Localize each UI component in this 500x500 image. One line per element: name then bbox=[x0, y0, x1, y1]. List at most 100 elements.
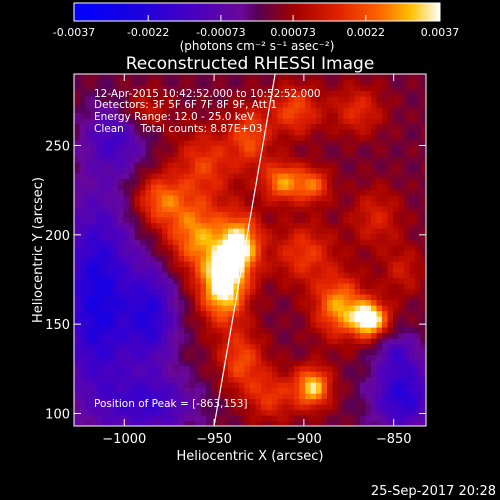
heatmap-cell bbox=[200, 222, 207, 229]
annotation-time-range: 12-Apr-2015 10:42:52.000 to 10:52:52.000 bbox=[94, 88, 321, 100]
heatmap-cell bbox=[162, 338, 169, 345]
heatmap-cell bbox=[283, 404, 290, 411]
heatmap-cell bbox=[211, 112, 218, 119]
heatmap-cell bbox=[420, 101, 426, 108]
heatmap-cell bbox=[217, 156, 224, 163]
heatmap-cell bbox=[239, 118, 246, 125]
heatmap-cell bbox=[129, 112, 136, 119]
heatmap-cell bbox=[79, 288, 86, 295]
heatmap-cell bbox=[360, 222, 367, 229]
heatmap-cell bbox=[409, 145, 416, 152]
heatmap-cell bbox=[134, 96, 141, 103]
heatmap-cell bbox=[305, 244, 312, 251]
heatmap-cell bbox=[387, 321, 394, 328]
heatmap-cell bbox=[343, 101, 350, 108]
heatmap-cell bbox=[338, 404, 345, 411]
heatmap-cell bbox=[371, 167, 378, 174]
heatmap-cell bbox=[79, 206, 86, 213]
heatmap-cell bbox=[140, 250, 147, 257]
heatmap-cell bbox=[90, 79, 97, 86]
heatmap-cell bbox=[145, 288, 152, 295]
heatmap-cell bbox=[327, 233, 334, 240]
heatmap-cell bbox=[266, 211, 273, 218]
heatmap-cell bbox=[255, 162, 262, 169]
heatmap-cell bbox=[305, 316, 312, 323]
heatmap-cell bbox=[167, 283, 174, 290]
heatmap-cell bbox=[332, 360, 339, 367]
heatmap-cell bbox=[151, 272, 158, 279]
heatmap-cell bbox=[123, 305, 130, 312]
heatmap-cell bbox=[288, 327, 295, 334]
heatmap-cell bbox=[343, 272, 350, 279]
heatmap-cell bbox=[321, 118, 328, 125]
heatmap-cell bbox=[145, 360, 152, 367]
heatmap-cell bbox=[74, 129, 81, 136]
heatmap-cell bbox=[294, 85, 301, 92]
heatmap-cell bbox=[96, 387, 103, 394]
heatmap-cell bbox=[250, 404, 257, 411]
heatmap-cell bbox=[151, 261, 158, 268]
heatmap-cell bbox=[371, 151, 378, 158]
heatmap-cell bbox=[222, 371, 229, 378]
heatmap-cell bbox=[283, 409, 290, 416]
heatmap-cell bbox=[162, 272, 169, 279]
heatmap-cell bbox=[178, 167, 185, 174]
heatmap-cell bbox=[294, 349, 301, 356]
heatmap-cell bbox=[343, 184, 350, 191]
heatmap-cell bbox=[365, 327, 372, 334]
heatmap-cell bbox=[156, 123, 163, 130]
heatmap-cell bbox=[338, 365, 345, 372]
heatmap-cell bbox=[343, 332, 350, 339]
heatmap-cell bbox=[338, 277, 345, 284]
heatmap-cell bbox=[239, 415, 246, 422]
heatmap-cell bbox=[123, 129, 130, 136]
heatmap-cell bbox=[101, 349, 108, 356]
heatmap-cell bbox=[360, 206, 367, 213]
heatmap-cell bbox=[354, 305, 361, 312]
heatmap-cell bbox=[118, 360, 125, 367]
heatmap-cell bbox=[140, 129, 147, 136]
heatmap-cell bbox=[310, 294, 317, 301]
heatmap-cell bbox=[244, 321, 251, 328]
heatmap-cell bbox=[189, 349, 196, 356]
heatmap-cell bbox=[255, 261, 262, 268]
heatmap-cell bbox=[354, 140, 361, 147]
heatmap-cell bbox=[244, 156, 251, 163]
heatmap-cell bbox=[255, 415, 262, 422]
heatmap-cell bbox=[327, 261, 334, 268]
heatmap-cell bbox=[360, 118, 367, 125]
heatmap-cell bbox=[294, 299, 301, 306]
heatmap-cell bbox=[239, 266, 246, 273]
heatmap-cell bbox=[200, 365, 207, 372]
heatmap-cell bbox=[222, 299, 229, 306]
heatmap-cell bbox=[404, 129, 411, 136]
heatmap-cell bbox=[74, 167, 81, 174]
heatmap-cell bbox=[173, 85, 180, 92]
heatmap-cell bbox=[283, 74, 290, 81]
heatmap-cell bbox=[222, 112, 229, 119]
heatmap-cell bbox=[151, 404, 158, 411]
heatmap-cell bbox=[195, 79, 202, 86]
heatmap-cell bbox=[415, 354, 422, 361]
heatmap-cell bbox=[244, 266, 251, 273]
heatmap-cell bbox=[409, 206, 416, 213]
heatmap-cell bbox=[354, 101, 361, 108]
heatmap-cell bbox=[310, 415, 317, 422]
heatmap-cell bbox=[112, 167, 119, 174]
heatmap-cell bbox=[228, 129, 235, 136]
heatmap-cell bbox=[409, 173, 416, 180]
heatmap-cell bbox=[261, 250, 268, 257]
heatmap-cell bbox=[134, 112, 141, 119]
heatmap-cell bbox=[371, 261, 378, 268]
heatmap-cell bbox=[85, 118, 92, 125]
heatmap-cell bbox=[107, 90, 114, 97]
heatmap-cell bbox=[156, 101, 163, 108]
heatmap-cell bbox=[206, 409, 213, 416]
heatmap-cell bbox=[233, 178, 240, 185]
heatmap-cell bbox=[310, 96, 317, 103]
heatmap-cell bbox=[349, 156, 356, 163]
heatmap-cell bbox=[140, 338, 147, 345]
heatmap-cell bbox=[178, 129, 185, 136]
heatmap-cell bbox=[228, 189, 235, 196]
heatmap-cell bbox=[112, 376, 119, 383]
